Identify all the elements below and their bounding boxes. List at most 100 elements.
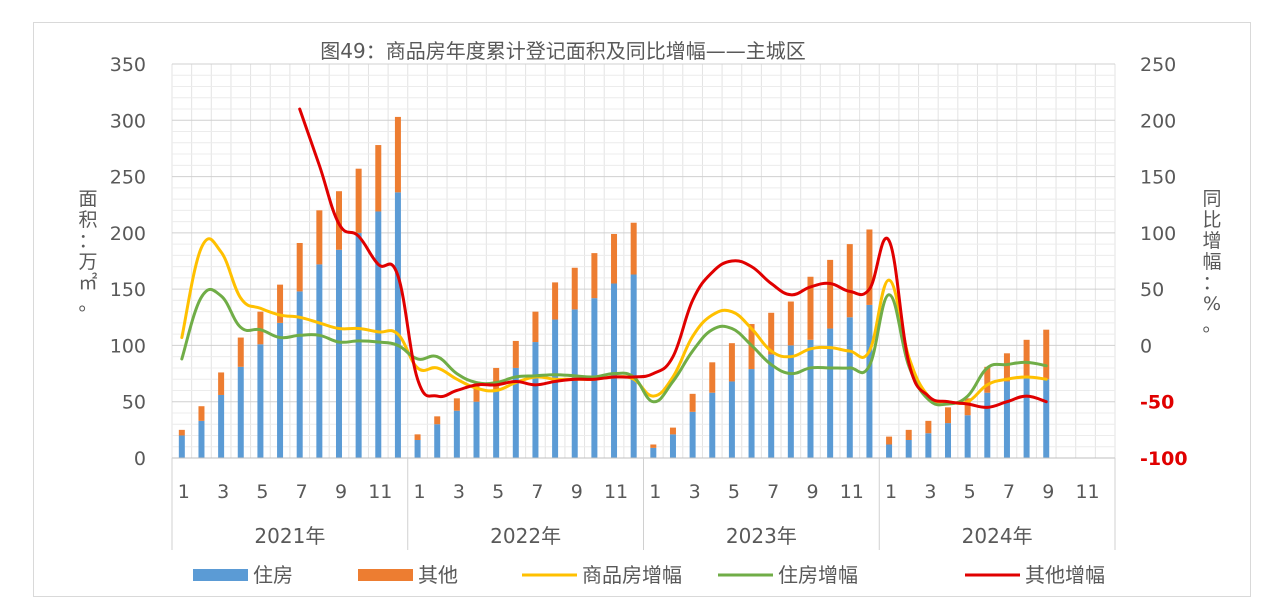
bar-other (414, 434, 421, 440)
y-right-tick-label: 150 (1140, 167, 1176, 189)
x-month-tick-label: 5 (964, 481, 976, 503)
legend: 住房 其他 商品房增幅 住房增幅 其他增幅 (193, 563, 1105, 587)
bar-housing (257, 344, 264, 458)
x-month-tick-label: 11 (604, 481, 628, 503)
x-month-tick-label: 5 (256, 481, 268, 503)
x-month-tick-label: 3 (924, 481, 936, 503)
bar-other (218, 372, 225, 395)
bar-other (453, 398, 460, 411)
bar-housing (866, 304, 873, 458)
bar-housing (1023, 376, 1030, 458)
bar-other (728, 343, 735, 382)
bar-housing (473, 401, 480, 458)
y-right-tick-label: 200 (1140, 110, 1176, 132)
x-month-tick-label: 1 (178, 481, 190, 503)
bar-other (532, 311, 539, 343)
bar-housing (748, 369, 755, 458)
bar-other (846, 244, 853, 318)
bar-housing (512, 367, 519, 458)
x-month-tick-label: 7 (296, 481, 308, 503)
bar-other (375, 145, 382, 212)
bar-other (296, 242, 303, 292)
bar-housing (768, 354, 775, 458)
bar-housing (453, 410, 460, 458)
line-housing-growth (180, 287, 1048, 407)
y-left-axis-title: 面积：万㎡。 (78, 188, 97, 315)
bar-other (709, 362, 716, 393)
bar-other (178, 429, 185, 436)
x-month-tick-label: 5 (728, 481, 740, 503)
bar-other (787, 301, 794, 346)
bar-housing (611, 283, 618, 458)
bar-other (493, 367, 500, 391)
bar-housing (493, 390, 500, 458)
legend-label: 住房 (253, 563, 293, 587)
bar-housing (886, 444, 893, 458)
bar-other (669, 427, 676, 435)
bar-housing (218, 394, 225, 458)
bar-housing (650, 447, 657, 458)
x-month-tick-label: 9 (806, 481, 818, 503)
bar-other (984, 366, 991, 393)
legend-label: 其他 (418, 563, 458, 587)
bar-other (650, 444, 657, 448)
bar-housing (925, 433, 932, 458)
x-month-tick-label: 7 (767, 481, 779, 503)
bar-other (394, 116, 401, 193)
bar-housing (394, 192, 401, 458)
bar-other (277, 284, 284, 323)
x-month-tick-label: 11 (368, 481, 392, 503)
x-month-tick-label: 11 (840, 481, 864, 503)
bar-other (866, 229, 873, 305)
chart-title: 图49：商品房年度累计登记面积及同比增幅——主城区 (320, 39, 805, 63)
bar-housing (689, 411, 696, 458)
bar-other (237, 337, 244, 367)
bar-other (905, 429, 912, 440)
bar-housing (1043, 379, 1050, 458)
y-right-axis-title: 同比增幅：%。 (1202, 188, 1221, 336)
bar-other (473, 383, 480, 402)
bar-other (630, 222, 637, 275)
y-left-tick-label: 100 (110, 335, 146, 357)
x-year-label: 2022年 (490, 524, 561, 548)
x-month-tick-label: 9 (1042, 481, 1054, 503)
bar-other (827, 259, 834, 329)
bar-other (335, 191, 342, 250)
y-left-tick-label: 50 (122, 392, 146, 414)
y-left-tick-label: 300 (110, 110, 146, 132)
x-month-tick-label: 3 (689, 481, 701, 503)
bar-housing (552, 319, 559, 458)
y-left-tick-label: 250 (110, 167, 146, 189)
bar-housing (434, 424, 441, 458)
bar-housing (846, 317, 853, 458)
y-right-tick-label: -50 (1140, 392, 1174, 414)
bar-other (768, 312, 775, 355)
bar-housing (807, 339, 814, 458)
bar-housing (355, 232, 362, 458)
y-right-tick-label: 0 (1140, 335, 1152, 357)
x-month-tick-label: 9 (335, 481, 347, 503)
bar-other (611, 233, 618, 284)
y-left-tick-label: 0 (134, 448, 146, 470)
bar-other (807, 276, 814, 340)
bar-housing (709, 392, 716, 458)
bar-housing (532, 342, 539, 458)
bar-housing (335, 249, 342, 458)
bar-housing (787, 345, 794, 458)
bar-housing (277, 322, 284, 458)
bar-other (257, 311, 264, 345)
legend-label: 商品房增幅 (582, 563, 682, 587)
y-right-tick-label: 50 (1140, 279, 1164, 301)
y-right-tick-label: -100 (1140, 448, 1188, 470)
bar-other (1043, 329, 1050, 380)
x-month-tick-label: 1 (414, 481, 426, 503)
x-year-label: 2021年 (254, 524, 325, 548)
x-year-label: 2023年 (726, 524, 797, 548)
x-year-label: 2024年 (962, 524, 1033, 548)
bar-housing (630, 274, 637, 458)
x-month-tick-label: 9 (571, 481, 583, 503)
bar-other (571, 267, 578, 310)
bar-other (925, 420, 932, 434)
x-month-tick-label: 11 (1075, 481, 1099, 503)
